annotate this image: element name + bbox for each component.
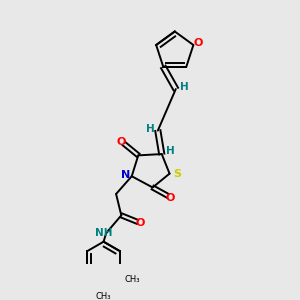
Text: O: O <box>116 136 125 146</box>
Text: N: N <box>122 170 130 180</box>
Text: O: O <box>194 38 203 48</box>
Text: CH₃: CH₃ <box>96 292 111 300</box>
Text: O: O <box>136 218 145 228</box>
Text: S: S <box>173 169 181 179</box>
Text: CH₃: CH₃ <box>124 275 140 284</box>
Text: H: H <box>166 146 175 156</box>
Text: O: O <box>166 193 175 203</box>
Text: NH: NH <box>95 228 113 238</box>
Text: H: H <box>180 82 188 92</box>
Text: H: H <box>146 124 154 134</box>
